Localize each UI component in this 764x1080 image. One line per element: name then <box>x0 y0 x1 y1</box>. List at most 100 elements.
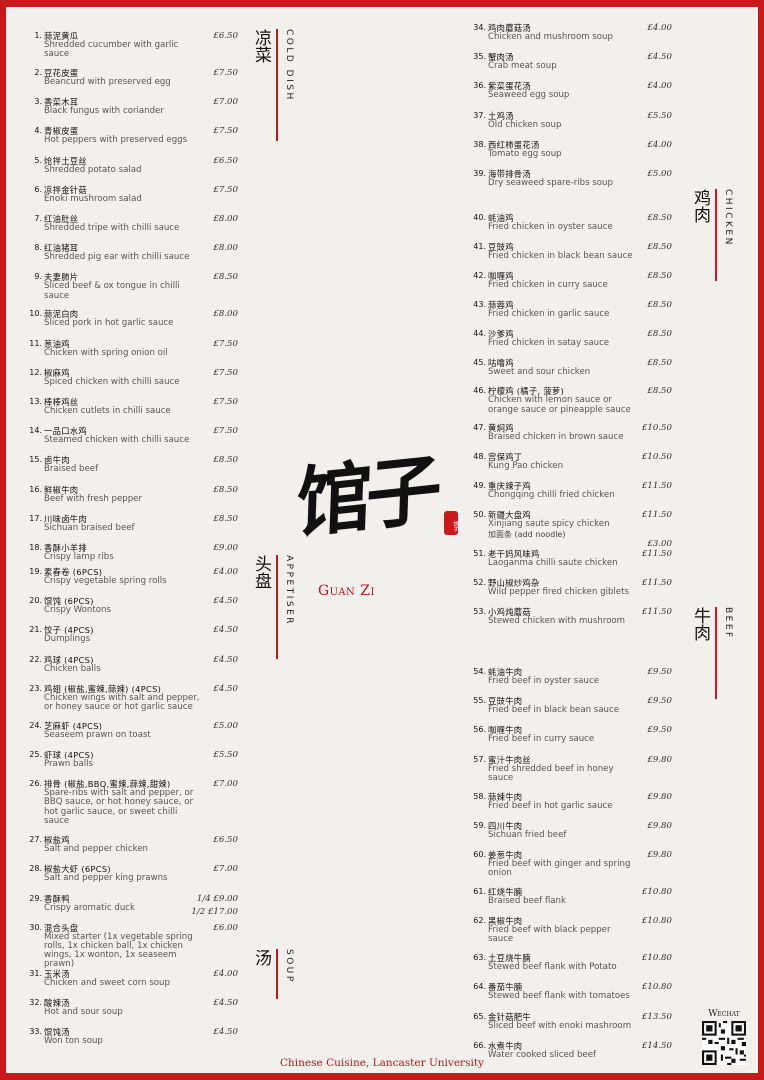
item-price: £7.00 <box>213 864 238 875</box>
item-name-en: Wild pepper fired chicken giblets <box>488 587 629 597</box>
item-price: £11.50 <box>641 578 672 588</box>
section-en: COLD DISH <box>284 29 294 102</box>
item-number: 22. <box>29 654 42 664</box>
item-name-en: Chicken wings with salt and pepper, or h… <box>44 692 200 712</box>
item-price: £9.50 <box>647 696 672 707</box>
section-en: CHICKEN <box>723 189 733 247</box>
item-extra-price: £3.00 <box>647 539 672 550</box>
item-number: 15. <box>29 455 42 465</box>
item-price: £5.00 <box>213 720 238 731</box>
logo-name: Guan Zi <box>318 583 375 599</box>
item-number: 47. <box>473 423 486 433</box>
item-number: 11. <box>29 338 42 348</box>
item-price: £9.50 <box>647 725 672 736</box>
item-name-en: Spare-ribs with salt and pepper, or BBQ … <box>44 788 194 826</box>
menu-item: 41. 豆豉鸡 Fried chicken in black bean sauce £… <box>473 242 672 261</box>
menu-item: 39. 海带排骨汤 Dry seaweed spare-ribs soup £5.00 <box>473 169 672 188</box>
menu-item: 5. 炝拌土豆丝 Shredded potato salad £6.50 <box>34 156 238 175</box>
item-price: £7.00 <box>213 779 238 790</box>
item-number: 16. <box>29 484 42 494</box>
item-price: £4.00 <box>647 81 672 92</box>
item-number: 46. <box>473 386 486 396</box>
menu-item: 19. 素春卷 (6PCS) Crispy vegetable spring rol… <box>29 567 238 586</box>
item-price: £11.50 <box>641 481 672 492</box>
item-name-en: Spiced chicken with chilli sauce <box>44 376 180 387</box>
item-name-en: Shredded potato salad <box>44 164 142 175</box>
item-number: 26. <box>29 779 42 789</box>
item-extra: 加面条 (add noodle) <box>488 530 566 540</box>
seal-text: 馆子 <box>452 520 458 532</box>
item-name-en: Chicken balls <box>44 663 101 674</box>
item-number: 42. <box>473 270 486 280</box>
item-name-zh: 姜葱牛肉 <box>488 850 523 860</box>
item-price: £4.00 <box>647 139 672 150</box>
item-name-zh: 芝麻虾 (4PCS) <box>44 720 103 731</box>
item-price: £7.50 <box>213 68 238 78</box>
item-name-en: Braised beef <box>44 464 99 475</box>
menu-item: 26. 排骨 (椒盐,BBQ,蜜辣,蒜辣,甜辣) Spare-ribs with s… <box>29 779 238 826</box>
item-name-zh: 水煮牛肉 <box>488 1040 523 1051</box>
item-price: £8.00 <box>213 309 238 320</box>
item-price: £8.50 <box>213 513 238 524</box>
item-price: £4.50 <box>213 998 238 1009</box>
section-rule <box>715 607 717 699</box>
menu-item: 34. 鸡肉蘑菇汤 Chicken and mushroom soup £4.00 <box>473 23 672 42</box>
item-price: £4.00 <box>647 23 672 33</box>
item-price: £10.50 <box>641 423 672 434</box>
item-name-en: Fried chicken in curry sauce <box>488 279 608 290</box>
item-number: 4. <box>34 126 42 136</box>
item-name-zh: 混合头盘 <box>44 922 79 933</box>
menu-item: 49. 重庆辣子鸡 Chongqing chilli fried chicken £1… <box>473 481 672 500</box>
item-name-en: Fried chicken in oyster sauce <box>488 222 613 232</box>
menu-item: 28. 椒盐大虾 (6PCS) Salt and pepper king prawn… <box>29 864 238 884</box>
item-number: 5. <box>34 155 42 165</box>
item-name-en: Salt and pepper king prawns <box>44 873 168 884</box>
item-number: 38. <box>473 139 486 149</box>
menu-item: 59. 四川牛肉 Sichuan fried beef £9.80 <box>473 821 672 840</box>
item-name-zh: 柠檬鸡 (橘子, 菠萝) <box>488 386 565 397</box>
item-price: £7.50 <box>213 397 238 407</box>
item-name-zh: 黄焖鸡 <box>488 423 514 434</box>
item-price: £8.00 <box>213 243 238 254</box>
footer-text: Chinese Cuisine, Lancaster University <box>280 1057 484 1069</box>
qr-code-icon[interactable] <box>702 1021 746 1065</box>
item-number: 45. <box>473 357 486 367</box>
item-price: £11.50 <box>641 549 672 560</box>
item-price: £9.80 <box>647 850 672 860</box>
item-number: 57. <box>473 754 486 764</box>
menu-item: 6. 凉拌金针菇 Enoki mushroom salad £7.50 <box>34 185 238 204</box>
item-name-zh: 卤牛肉 <box>44 455 70 466</box>
item-number: 56. <box>473 725 486 735</box>
item-price: £4.00 <box>213 567 238 577</box>
item-name-zh: 蒜蓉鸡 <box>488 299 514 310</box>
item-name-zh: 番茄牛腩 <box>488 982 523 993</box>
item-price: £10.80 <box>641 916 672 927</box>
item-number: 19. <box>29 567 42 576</box>
menu-item: 1. 蒜泥黄瓜 Shredded cucumber with garlic sauc… <box>34 31 238 59</box>
item-price: £4.50 <box>213 683 238 694</box>
menu-item: 64. 番茄牛腩 Stewed beef flank with tomatoes £1… <box>473 982 672 1001</box>
item-name-en: Stewed beef flank with Potato <box>488 962 617 973</box>
item-number: 41. <box>473 241 486 251</box>
item-name-zh: 小鸡炖蘑菇 <box>488 606 531 617</box>
item-name-en: Beancurd with preserved egg <box>44 77 171 87</box>
menu-item: 32. 酸辣汤 Hot and sour soup £4.50 <box>29 998 238 1017</box>
item-name-en: Won ton soup <box>44 1036 103 1047</box>
item-name-zh: 饺子 (4PCS) <box>44 625 94 636</box>
menu-item: 46. 柠檬鸡 (橘子, 菠萝) Chicken with lemon sauce … <box>473 386 672 414</box>
item-name-zh: 馄饨汤 <box>44 1027 70 1038</box>
menu-item: 17. 川味卤牛肉 Sichuan braised beef £8.50 <box>29 513 238 533</box>
item-name-en: Sliced beef & ox tongue in chilli sauce <box>44 281 180 301</box>
item-price: £7.50 <box>213 426 238 437</box>
logo-seal: 馆子 <box>444 511 458 535</box>
item-number: 24. <box>29 720 42 730</box>
item-name-en: Fried beef with black pepper sauce <box>488 925 611 945</box>
item-name-en: Water cooked sliced beef <box>488 1049 597 1060</box>
item-name-zh: 排骨 (椒盐,BBQ,蜜辣,蒜辣,甜辣) <box>44 779 171 790</box>
item-price-half: 1/2 £17.00 <box>191 906 238 917</box>
item-number: 33. <box>29 1027 42 1037</box>
item-number: 17. <box>29 513 42 523</box>
item-name-en: Fried beef with ginger and spring onion <box>488 859 631 879</box>
item-name-en: Mixed starter (1x vegetable spring rolls… <box>44 931 193 970</box>
item-name-en: Fried chicken in garlic sauce <box>488 308 610 319</box>
